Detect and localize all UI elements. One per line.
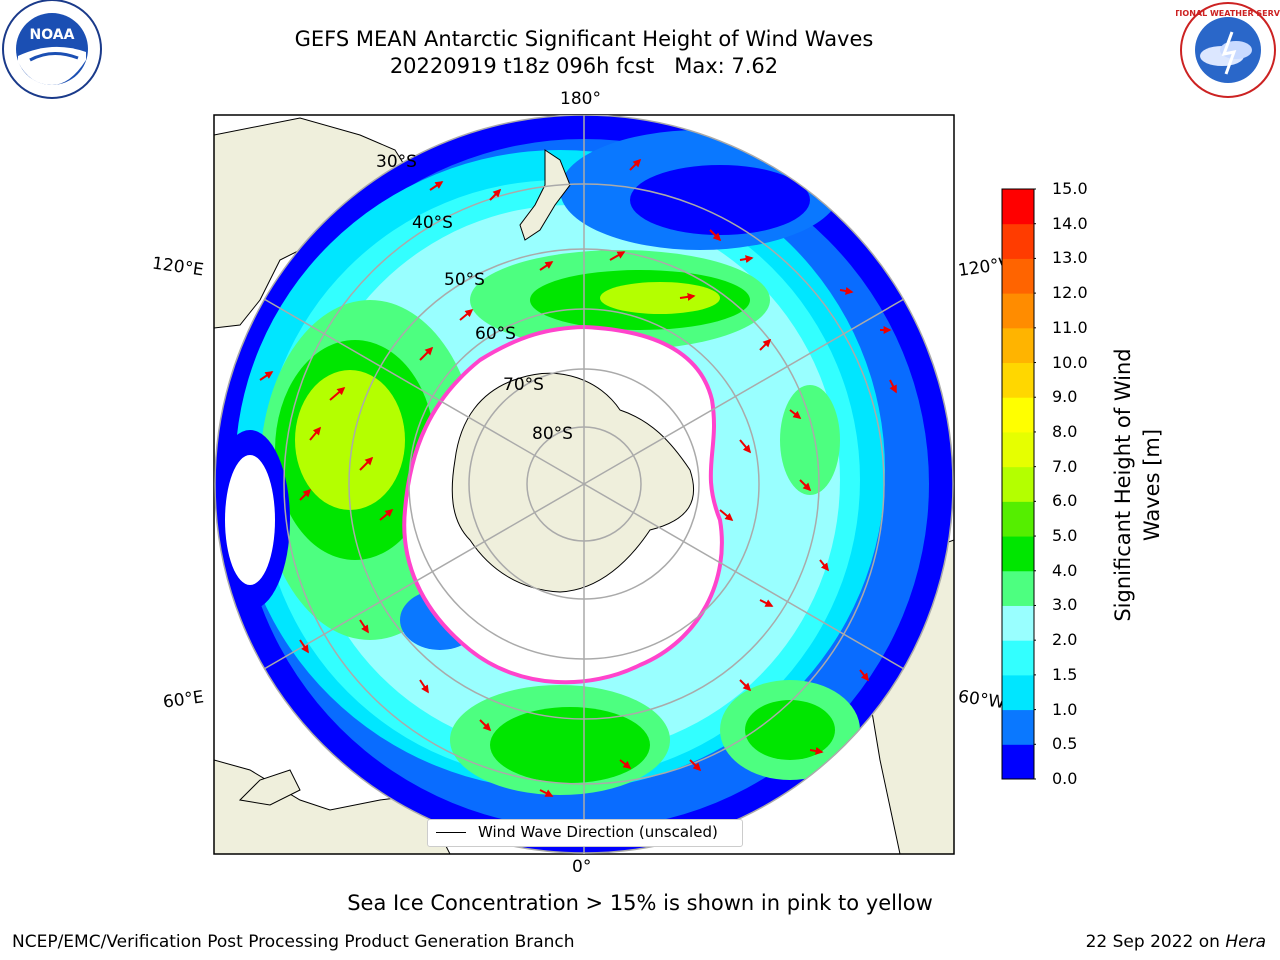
colorbar-segment — [1002, 327, 1034, 364]
colorbar-tick-label: 8.0 — [1052, 421, 1078, 441]
colorbar-tick-label: 2.0 — [1052, 630, 1078, 650]
wave-direction-arrows — [259, 158, 897, 797]
colorbar-segment — [1002, 258, 1034, 294]
colorbar-segment — [1002, 397, 1034, 433]
chart-title: GEFS MEAN Antarctic Significant Height o… — [294, 27, 874, 51]
footer-host: Hera — [1225, 932, 1266, 952]
colorbar-segment — [1002, 293, 1034, 329]
colorbar-segment — [1002, 640, 1034, 676]
lat-label-50s: 50°S — [444, 270, 485, 290]
lat-label-80s: 80°S — [532, 424, 573, 444]
lat-label-30s: 30°S — [376, 152, 417, 172]
colorbar-segment — [1002, 223, 1034, 259]
lat-label-40s: 40°S — [412, 213, 453, 233]
colorbar-border — [1001, 188, 1035, 780]
colorbar-tick-label: 1.5 — [1052, 664, 1078, 684]
colorbar — [1001, 188, 1036, 780]
colorbar-segment — [1002, 605, 1034, 641]
colorbar-segment — [1002, 189, 1034, 225]
footer-date: 22 Sep 2022 on — [1085, 932, 1226, 952]
nws-logo: NATIONAL WEATHER SERVICE — [1176, 2, 1280, 98]
colorbar-tick-label: 15.0 — [1052, 179, 1088, 198]
colorbar-segment — [1002, 709, 1034, 745]
chart-subtitle: 20220919 t18z 096h fcst Max: 7.62 — [389, 54, 779, 78]
noaa-logo-text: NOAA — [30, 27, 75, 43]
colorbar-label: Significant Height of Wind Waves [m] — [1111, 348, 1164, 622]
colorbar-tick-label: 6.0 — [1052, 491, 1078, 511]
colorbar-tick-label: 11.0 — [1052, 317, 1088, 337]
legend-line-swatch — [436, 832, 466, 833]
colorbar-tick-label: 3.0 — [1052, 595, 1078, 615]
colorbar-segment — [1002, 501, 1034, 537]
colorbar-segment — [1002, 536, 1034, 572]
colorbar-tick-label: 9.0 — [1052, 387, 1078, 407]
colorbar-tick-label: 4.0 — [1052, 560, 1078, 580]
colorbar-tick-label: 10.0 — [1052, 352, 1088, 372]
colorbar-segment — [1002, 744, 1034, 780]
new-zealand — [519, 149, 571, 241]
footer-left: NCEP/EMC/Verification Post Processing Pr… — [12, 932, 575, 952]
colorbar-tick-label: 5.0 — [1052, 526, 1078, 546]
colorbar-segment — [1002, 570, 1034, 606]
colorbar-tick-label: 0.5 — [1052, 734, 1078, 754]
sea-ice-note: Sea Ice Concentration > 15% is shown in … — [347, 891, 933, 915]
nws-logo-text: NATIONAL WEATHER SERVICE — [1176, 9, 1280, 18]
colorbar-tick-label: 7.0 — [1052, 456, 1078, 476]
colorbar-tick-label: 1.0 — [1052, 699, 1078, 719]
legend-label: Wind Wave Direction (unscaled) — [478, 823, 718, 841]
footer-right: 22 Sep 2022 on Hera — [1086, 932, 1266, 952]
noaa-logo: NOAA — [2, 0, 102, 99]
lon-label-180: 180° — [560, 89, 601, 109]
graticule — [214, 115, 954, 854]
lon-label-0: 0° — [572, 857, 592, 877]
colorbar-segment — [1002, 674, 1034, 711]
map-legend: Wind Wave Direction (unscaled) — [427, 819, 743, 847]
colorbar-segment — [1002, 362, 1034, 398]
colorbar-segment — [1002, 466, 1034, 502]
lat-label-70s: 70°S — [503, 375, 544, 395]
colorbar-segment — [1002, 431, 1034, 468]
colorbar-tick-label: 14.0 — [1052, 213, 1088, 233]
colorbar-tick-label: 13.0 — [1052, 248, 1088, 268]
colorbar-tick-label: 12.0 — [1052, 283, 1088, 303]
colorbar-tick-label: 0.0 — [1052, 769, 1078, 788]
antarctica — [451, 372, 695, 593]
lat-label-60s: 60°S — [475, 324, 516, 344]
